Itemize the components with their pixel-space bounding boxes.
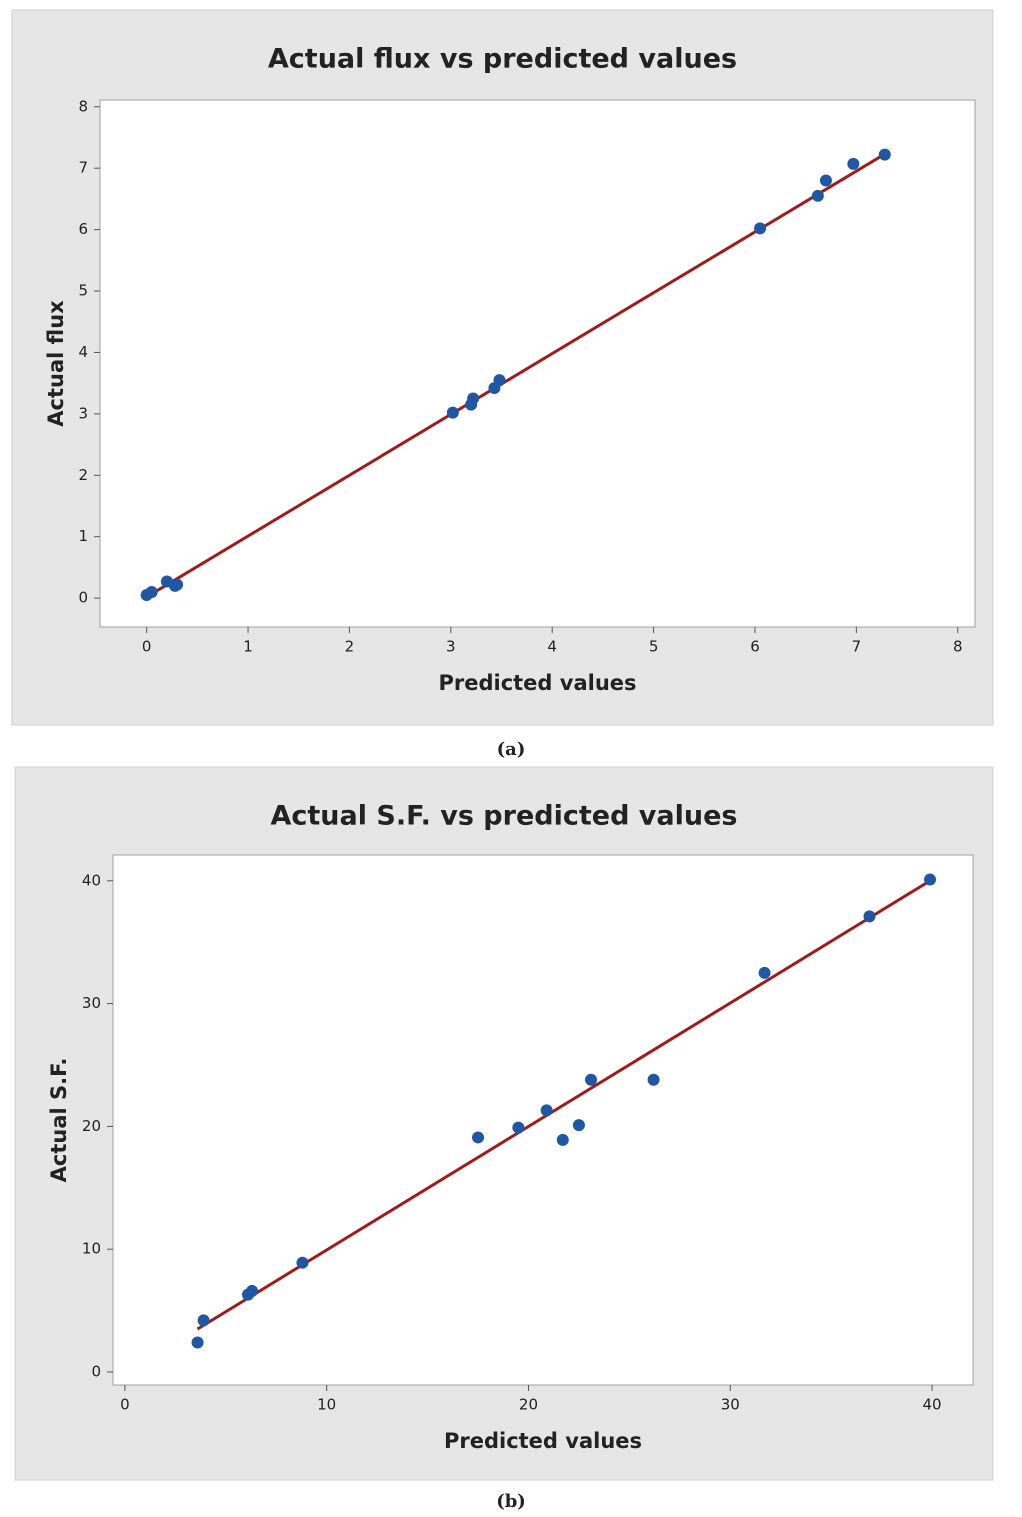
x-tick-label: 10 — [317, 1396, 336, 1414]
x-tick-label: 7 — [852, 638, 862, 656]
y-tick-label: 8 — [78, 97, 88, 115]
y-tick-label: 0 — [91, 1362, 101, 1380]
point — [296, 1256, 309, 1269]
point — [191, 1336, 204, 1349]
point — [540, 1104, 553, 1117]
x-tick-label: 0 — [142, 638, 152, 656]
point — [585, 1073, 598, 1086]
x-tick-label: 30 — [721, 1396, 740, 1414]
point — [924, 873, 937, 886]
y-tick-label: 7 — [78, 159, 88, 177]
y-axis-label: Actual flux — [44, 300, 68, 427]
point — [754, 222, 767, 235]
x-tick-label: 40 — [922, 1396, 941, 1414]
point — [847, 157, 860, 170]
x-tick-label: 1 — [243, 638, 253, 656]
point — [811, 189, 824, 202]
y-tick-label: 5 — [78, 282, 88, 300]
caption: (a) — [497, 739, 526, 760]
point — [493, 374, 506, 387]
point — [863, 910, 876, 923]
x-axis-label: Predicted values — [438, 671, 636, 695]
caption: (b) — [496, 1491, 526, 1512]
y-tick-label: 2 — [78, 466, 88, 484]
x-tick-label: 8 — [953, 638, 963, 656]
fit-line — [196, 879, 931, 1331]
point — [472, 1131, 485, 1144]
point — [572, 1119, 585, 1132]
chart-title: Actual flux vs predicted values — [268, 44, 737, 75]
x-tick-label: 5 — [649, 638, 659, 656]
y-tick-label: 6 — [78, 220, 88, 238]
x-tick-label: 20 — [519, 1396, 538, 1414]
y-tick-label: 20 — [82, 1117, 101, 1135]
point — [446, 406, 459, 419]
y-tick-label: 10 — [82, 1240, 101, 1258]
point — [197, 1314, 210, 1327]
point — [171, 578, 184, 591]
chart-title: Actual S.F. vs predicted values — [271, 801, 738, 832]
point — [467, 392, 480, 405]
point — [878, 148, 891, 161]
x-axis-label: Predicted values — [444, 1429, 642, 1453]
y-axis-label: Actual S.F. — [47, 1058, 71, 1183]
y-tick-label: 0 — [78, 589, 88, 607]
x-tick-label: 2 — [345, 638, 355, 656]
point — [556, 1133, 569, 1146]
point — [758, 966, 771, 979]
point — [647, 1073, 660, 1086]
point — [819, 174, 832, 187]
y-tick-label: 1 — [78, 527, 88, 545]
x-tick-label: 3 — [446, 638, 456, 656]
y-tick-label: 30 — [82, 994, 101, 1012]
y-tick-label: 3 — [78, 404, 88, 422]
x-tick-label: 4 — [547, 638, 557, 656]
point — [246, 1284, 259, 1297]
y-tick-label: 40 — [82, 871, 101, 889]
y-tick-label: 4 — [78, 343, 88, 361]
x-tick-label: 0 — [120, 1396, 130, 1414]
x-tick-label: 6 — [750, 638, 760, 656]
point — [145, 585, 158, 598]
point — [512, 1121, 525, 1134]
